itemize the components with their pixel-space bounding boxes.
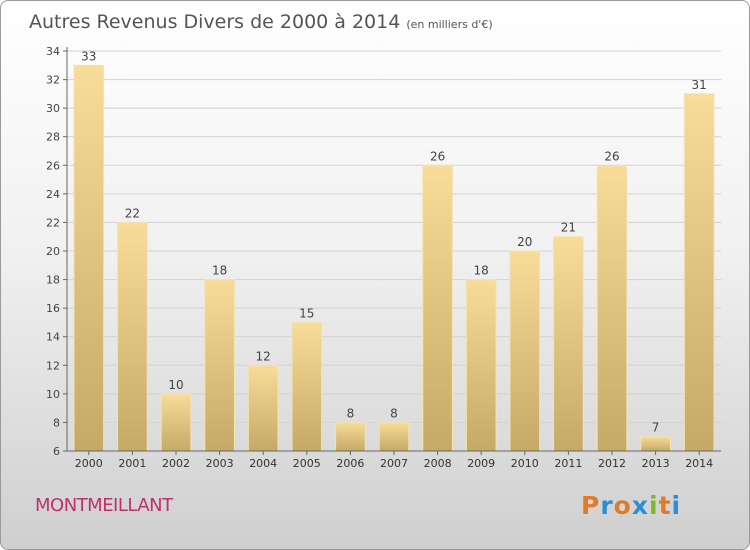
bar-value-label: 31 xyxy=(692,78,707,92)
y-tick-label: 14 xyxy=(46,331,60,344)
bar-value-label: 8 xyxy=(347,406,355,420)
bar-2001 xyxy=(117,221,148,452)
logo-letter: i xyxy=(671,491,682,520)
x-tick-label: 2012 xyxy=(598,457,626,470)
bar-2000 xyxy=(73,64,105,452)
x-tick-label: 2013 xyxy=(642,457,670,470)
y-tick-label: 8 xyxy=(53,416,60,429)
place-name: MONTMEILLANT xyxy=(35,495,173,516)
bar-2002 xyxy=(160,393,192,452)
title-text: Autres Revenus Divers de 2000 à 2014 xyxy=(29,11,401,33)
bar-value-label: 33 xyxy=(81,49,96,63)
logo-letter: t xyxy=(658,491,672,520)
x-tick-label: 2001 xyxy=(118,457,146,470)
y-tick-label: 12 xyxy=(46,359,60,372)
chart-title: Autres Revenus Divers de 2000 à 2014 (en … xyxy=(29,11,493,33)
bar-2014 xyxy=(683,93,715,452)
bar-2011 xyxy=(553,236,584,452)
x-tick-label: 2006 xyxy=(336,457,364,470)
bar-value-label: 26 xyxy=(604,149,619,163)
bar-value-label: 8 xyxy=(390,406,398,420)
bar-2009 xyxy=(465,279,497,452)
y-tick-label: 18 xyxy=(46,274,60,287)
bar-value-label: 12 xyxy=(256,349,271,363)
bar-chart: 33 22 10 18 12 15 8 8 26 18 20 21 26 7 31 6 8 10 12 14 16 18… xyxy=(46,45,721,470)
bar-2003 xyxy=(204,279,235,452)
y-tick-label: 34 xyxy=(46,45,60,58)
bar-value-label: 22 xyxy=(125,206,140,220)
proxiti-logo: Proxiti xyxy=(581,491,681,520)
x-tick-label: 2007 xyxy=(380,457,408,470)
bar-2012 xyxy=(596,164,628,452)
x-tick-label: 2005 xyxy=(293,457,321,470)
y-tick-label: 32 xyxy=(46,74,60,87)
bar-value-label: 15 xyxy=(299,306,314,320)
bar-value-label: 10 xyxy=(168,378,183,392)
logo-letter: i xyxy=(649,491,659,520)
y-tick-label: 16 xyxy=(46,302,60,315)
y-tick-label: 6 xyxy=(53,445,60,458)
bar-value-label: 18 xyxy=(212,264,227,278)
y-tick-label: 28 xyxy=(46,131,60,144)
x-tick-label: 2004 xyxy=(249,457,277,470)
bar-value-label: 21 xyxy=(561,221,576,235)
y-tick-label: 20 xyxy=(46,245,60,258)
logo-letter: P xyxy=(581,491,601,520)
x-tick-label: 2011 xyxy=(554,457,582,470)
x-tick-label: 2002 xyxy=(162,457,190,470)
x-tick-label: 2008 xyxy=(424,457,452,470)
logo-letter: r xyxy=(600,491,614,520)
bar-2004 xyxy=(247,364,279,452)
logo-letter: o xyxy=(613,491,632,520)
y-tick-label: 26 xyxy=(46,159,60,172)
bar-2008 xyxy=(422,164,453,452)
bar-2006 xyxy=(335,421,366,452)
bar-value-label: 26 xyxy=(430,149,445,163)
bar-2010 xyxy=(509,250,541,452)
bar-2007 xyxy=(378,421,410,452)
x-tick-label: 2009 xyxy=(467,457,495,470)
title-unit: (en milliers d'€) xyxy=(406,18,493,31)
y-tick-label: 22 xyxy=(46,216,60,229)
y-tick-label: 10 xyxy=(46,388,60,401)
x-tick-label: 2000 xyxy=(75,457,103,470)
y-tick-label: 24 xyxy=(46,188,60,201)
bar-value-label: 7 xyxy=(652,421,660,435)
y-tick-label: 30 xyxy=(46,102,60,115)
bar-2005 xyxy=(291,321,323,452)
bar-value-label: 18 xyxy=(474,264,489,278)
bar-2013 xyxy=(640,436,671,452)
x-tick-label: 2014 xyxy=(685,457,713,470)
logo-letter: x xyxy=(631,491,649,520)
bar-value-label: 20 xyxy=(517,235,532,249)
x-tick-label: 2003 xyxy=(206,457,234,470)
x-tick-label: 2010 xyxy=(511,457,539,470)
